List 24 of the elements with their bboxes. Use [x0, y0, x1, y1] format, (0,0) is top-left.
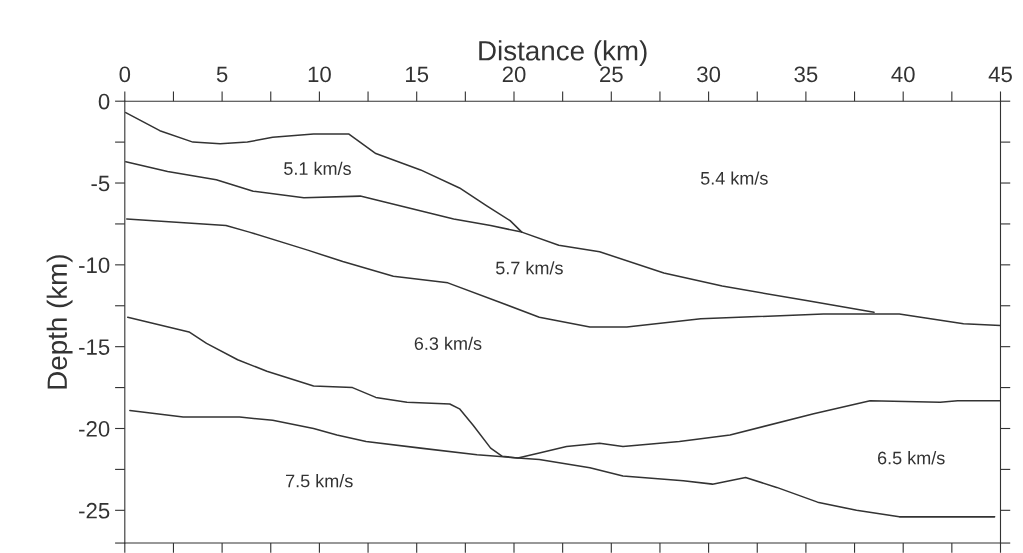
x-tick-label: 35: [794, 66, 818, 83]
annotation: 5.1 km/s: [284, 161, 351, 175]
annotation: 5.4 km/s: [700, 171, 768, 185]
y-tick-label: -5: [91, 175, 110, 192]
x-tick-label: 20: [502, 66, 526, 83]
x-tick-label: 45: [988, 66, 1012, 83]
y-tick-label: 0: [98, 93, 110, 110]
x-tick-label: 15: [406, 66, 429, 83]
y-tick-label: -25: [79, 502, 110, 519]
y-axis-title: Depth (km): [46, 255, 73, 389]
x-tick-label: 30: [697, 66, 721, 83]
annotation: 6.3 km/s: [414, 336, 482, 350]
y-tick-label: -20: [79, 421, 110, 437]
x-axis-title: Distance (km): [479, 40, 647, 67]
x-tick-label: 10: [308, 66, 331, 83]
x-tick-label: 40: [891, 66, 915, 83]
annotation: 6.5 km/s: [877, 451, 945, 465]
x-tick-label: 25: [600, 66, 623, 83]
y-tick-label: -10: [79, 257, 110, 274]
annotation: 7.5 km/s: [286, 474, 353, 488]
y-tick-label: -15: [79, 339, 110, 355]
x-tick-label: 0: [119, 66, 131, 83]
x-tick-label: 5: [216, 66, 228, 83]
annotation: 5.7 km/s: [495, 261, 563, 275]
